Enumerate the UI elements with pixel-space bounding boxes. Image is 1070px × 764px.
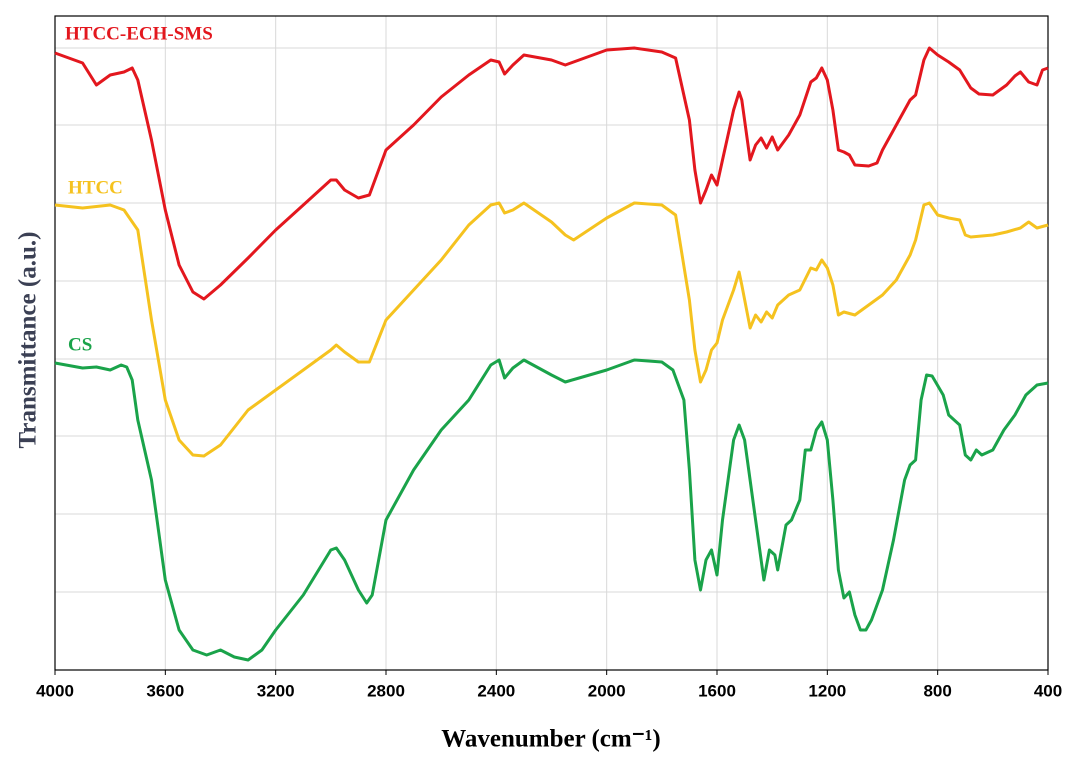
x-tick-label: 400 bbox=[1034, 681, 1062, 700]
x-tick-label: 1600 bbox=[698, 681, 736, 700]
x-tick-label: 3600 bbox=[146, 681, 184, 700]
plot-frame bbox=[54, 15, 1049, 671]
x-tick-label: 2400 bbox=[477, 681, 515, 700]
x-tick-label: 800 bbox=[923, 681, 951, 700]
series-label: CS bbox=[68, 334, 92, 355]
x-tick-label: 2000 bbox=[588, 681, 626, 700]
x-axis-title: Wavenumber (cm⁻¹) bbox=[441, 726, 661, 753]
x-tick-label: 3200 bbox=[257, 681, 295, 700]
y-axis-title: Transmittance (a.u.) bbox=[15, 232, 42, 449]
x-tick-label: 2800 bbox=[367, 681, 405, 700]
series-line bbox=[54, 46, 1049, 301]
series-label: HTCC bbox=[68, 177, 123, 198]
series-label: HTCC-ECH-SMS bbox=[65, 23, 213, 44]
x-tick-label: 4000 bbox=[36, 681, 74, 700]
x-tick-label: 1200 bbox=[808, 681, 846, 700]
series-line bbox=[54, 358, 1049, 662]
series-line bbox=[54, 201, 1049, 458]
